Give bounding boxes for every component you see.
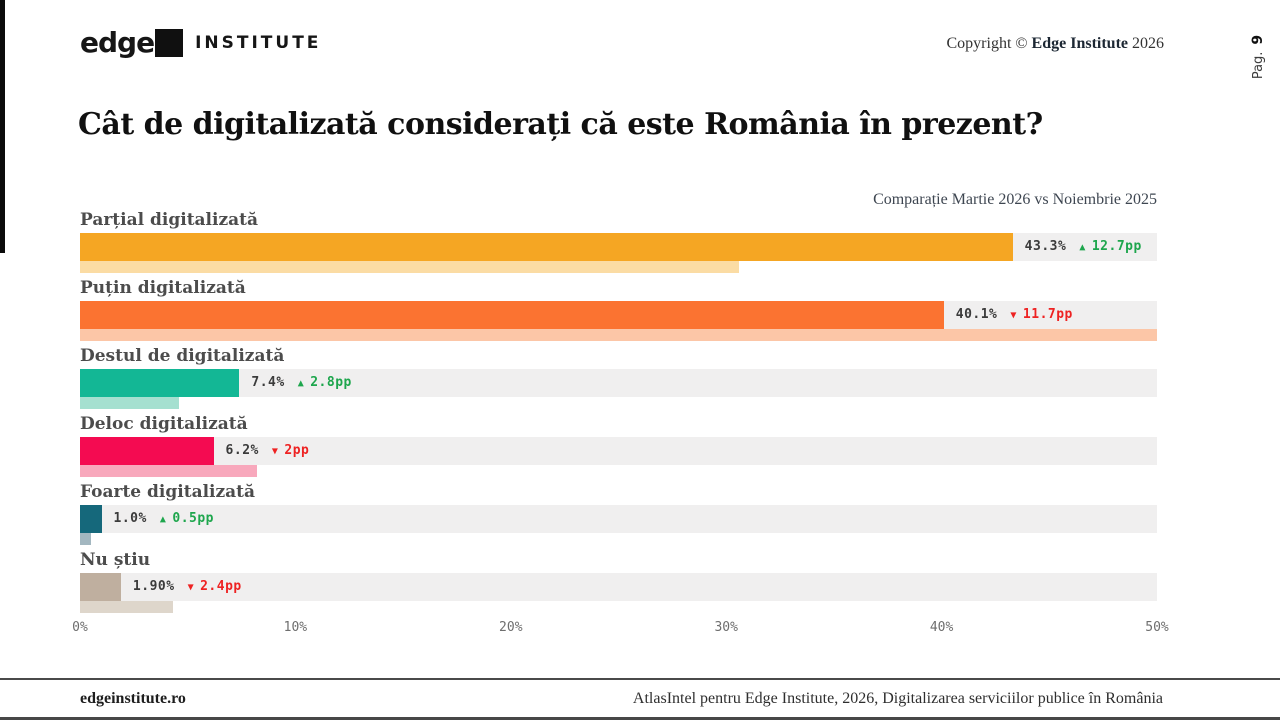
current-value-bar xyxy=(80,437,214,465)
delta-down-icon: ▼ xyxy=(271,446,279,457)
copyright-brand: Edge Institute xyxy=(1031,35,1128,52)
value-label: 1.90% xyxy=(132,579,175,594)
x-axis-tick: 10% xyxy=(283,620,308,635)
delta-up-icon: ▲ xyxy=(1079,242,1086,253)
previous-value-bar xyxy=(80,329,1157,341)
current-value-bar xyxy=(80,505,102,533)
category-label: Nu știu xyxy=(80,550,151,570)
delta-label: 2pp xyxy=(284,443,310,458)
previous-value-bar xyxy=(80,601,173,613)
value-label: 7.4% xyxy=(251,375,285,390)
value-label: 1.0% xyxy=(113,511,147,526)
footer-source: AtlasIntel pentru Edge Institute, 2026, … xyxy=(632,690,1163,707)
chart-rows: Parțial digitalizată 43.3% ▲ 12.7pp Puțin di… xyxy=(80,209,1157,613)
value-label-group: 6.2% ▼ 2pp xyxy=(226,437,310,465)
delta-up-icon: ▲ xyxy=(159,514,167,525)
x-axis-tick: 0% xyxy=(72,620,88,635)
delta-label: 11.7pp xyxy=(1022,307,1073,322)
previous-value-bar xyxy=(80,465,257,477)
x-axis-tick: 50% xyxy=(1145,620,1169,635)
category-label: Deloc digitalizată xyxy=(80,414,248,434)
logo-square-icon xyxy=(155,29,184,57)
current-value-bar xyxy=(80,573,121,601)
page-number-label: Pag. xyxy=(1251,51,1266,80)
category-label: Parțial digitalizată xyxy=(80,210,259,230)
category-label: Foarte digitalizată xyxy=(80,482,256,502)
logo-wordmark: edge xyxy=(80,26,155,59)
copyright-notice: Copyright © Edge Institute 2026 xyxy=(947,35,1165,53)
category-label: Puțin digitalizată xyxy=(80,278,246,298)
chart-row: Deloc digitalizată 6.2% ▼ 2pp xyxy=(80,413,1157,477)
chart-row: Destul de digitalizată 7.4% ▲ 2.8pp xyxy=(80,345,1157,409)
bar-track: 6.2% ▼ 2pp xyxy=(80,437,1157,465)
delta-label: 12.7pp xyxy=(1091,239,1142,254)
chart-row: Nu știu 1.90% ▼ 2.4pp xyxy=(80,549,1157,613)
previous-value-bar xyxy=(80,261,740,273)
x-axis-tick: 20% xyxy=(499,620,523,635)
value-label-group: 40.1% ▼ 11.7pp xyxy=(956,301,1073,329)
bar-track: 1.0% ▲ 0.5pp xyxy=(80,505,1157,533)
delta-label: 0.5pp xyxy=(172,511,215,526)
value-label: 6.2% xyxy=(225,443,259,458)
value-label-group: 1.90% ▼ 2.4pp xyxy=(133,573,242,601)
delta-up-icon: ▲ xyxy=(297,378,305,389)
bar-track: 7.4% ▲ 2.8pp xyxy=(80,369,1157,397)
bar-track: 1.90% ▼ 2.4pp xyxy=(80,573,1157,601)
footer-website: edgeinstitute.ro xyxy=(80,690,186,707)
page-number-value: 9 xyxy=(1250,34,1266,45)
delta-label: 2.4pp xyxy=(200,579,242,594)
bar-chart: Parțial digitalizată 43.3% ▲ 12.7pp Puțin di… xyxy=(80,209,1157,617)
category-label: Destul de digitalizată xyxy=(80,346,285,366)
delta-label: 2.8pp xyxy=(310,375,352,390)
bar-track: 40.1% ▼ 11.7pp xyxy=(80,301,1157,329)
copyright-year: 2026 xyxy=(1132,35,1164,52)
value-label-group: 7.4% ▲ 2.8pp xyxy=(251,369,351,397)
page-number: Pag. 9 xyxy=(1250,35,1266,79)
previous-value-bar xyxy=(80,397,180,409)
comparison-subtitle: Comparație Martie 2026 vs Noiembrie 2025 xyxy=(873,191,1157,208)
chart-title: Cât de digitalizată considerați că este … xyxy=(78,107,1043,142)
x-axis-tick: 40% xyxy=(929,620,954,635)
current-value-bar xyxy=(80,233,1013,261)
previous-value-bar xyxy=(80,533,91,545)
delta-down-icon: ▼ xyxy=(1010,310,1017,321)
x-axis-tick: 30% xyxy=(714,620,738,635)
left-edge-accent xyxy=(0,0,5,253)
copyright-prefix: Copyright © xyxy=(946,35,1028,52)
value-label-group: 1.0% ▲ 0.5pp xyxy=(114,505,214,533)
value-label: 43.3% xyxy=(1024,239,1067,254)
chart-row: Parțial digitalizată 43.3% ▲ 12.7pp xyxy=(80,209,1157,273)
current-value-bar xyxy=(80,301,944,329)
delta-down-icon: ▼ xyxy=(187,582,195,593)
edge-institute-logo: edge INSTITUTE xyxy=(80,29,321,57)
chart-row: Puțin digitalizată 40.1% ▼ 11.7pp xyxy=(80,277,1157,341)
value-label-group: 43.3% ▲ 12.7pp xyxy=(1025,233,1142,261)
x-axis: 0% 10% 20% 30% 40% 50% xyxy=(72,620,1169,638)
current-value-bar xyxy=(80,369,240,397)
bar-track: 43.3% ▲ 12.7pp xyxy=(80,233,1157,261)
value-label: 40.1% xyxy=(955,307,998,322)
chart-row: Foarte digitalizată 1.0% ▲ 0.5pp xyxy=(80,481,1157,545)
bottom-edge-accent xyxy=(0,717,1280,720)
footer-divider xyxy=(0,678,1280,680)
logo-institute-text: INSTITUTE xyxy=(195,33,322,53)
